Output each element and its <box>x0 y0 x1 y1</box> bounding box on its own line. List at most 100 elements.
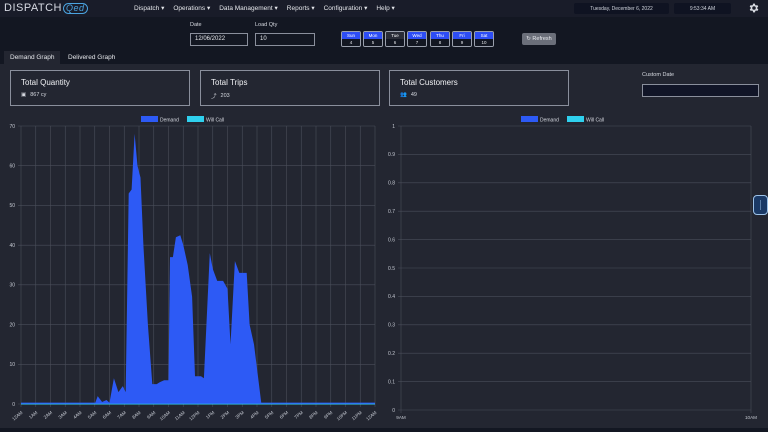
day-number: 4 <box>342 39 360 46</box>
svg-text:5AM: 5AM <box>87 410 98 420</box>
day-number: 7 <box>408 39 426 46</box>
svg-text:4PM: 4PM <box>249 410 260 420</box>
date-label: Date <box>190 22 202 28</box>
day-toggle-tue[interactable]: Tue 6 <box>385 31 405 47</box>
current-date: Tuesday, December 6, 2022 <box>574 3 669 14</box>
day-toggle-mon[interactable]: Mon 5 <box>363 31 383 47</box>
svg-text:12PM: 12PM <box>188 410 201 422</box>
menu-data-management[interactable]: Data Management ▾ <box>219 5 278 12</box>
svg-text:4AM: 4AM <box>72 410 83 420</box>
bottom-edge <box>0 428 768 432</box>
tab-delivered-graph[interactable]: Delivered Graph <box>68 54 116 61</box>
card-value: 49 <box>410 92 417 98</box>
tab-demand-graph[interactable]: Demand Graph <box>4 51 61 64</box>
total-customers-card: Total Customers 👥 49 <box>389 70 569 106</box>
menu-configuration[interactable]: Configuration ▾ <box>323 5 368 12</box>
users-icon: 👥 <box>400 92 407 98</box>
grip-icon <box>759 200 762 210</box>
svg-text:0: 0 <box>392 408 395 414</box>
svg-text:3PM: 3PM <box>234 410 245 420</box>
svg-text:50: 50 <box>9 203 15 209</box>
svg-text:7PM: 7PM <box>293 410 304 420</box>
logo-mark: Qed <box>63 2 88 14</box>
svg-text:1AM: 1AM <box>28 410 39 420</box>
svg-text:60: 60 <box>9 164 15 170</box>
logo-text: DISPATCH <box>4 2 62 14</box>
total-trips-card: Total Trips ⤴ 203 <box>200 70 380 106</box>
svg-text:40: 40 <box>9 243 15 249</box>
route-icon: ⤴ <box>211 94 217 100</box>
svg-text:7AM: 7AM <box>116 410 127 420</box>
refresh-button[interactable]: ↻ Refresh <box>522 33 556 45</box>
svg-text:2PM: 2PM <box>220 410 231 420</box>
day-number: 6 <box>386 39 404 46</box>
menu-reports[interactable]: Reports ▾ <box>286 5 315 12</box>
svg-text:10: 10 <box>9 362 15 368</box>
svg-text:20: 20 <box>9 322 15 328</box>
day-number: 10 <box>475 39 493 46</box>
app-logo[interactable]: DISPATCH Qed <box>4 2 88 14</box>
svg-text:0.5: 0.5 <box>388 266 395 272</box>
svg-text:0.9: 0.9 <box>388 152 395 158</box>
total-quantity-card: Total Quantity ▣ 867 cy <box>10 70 190 106</box>
gear-icon[interactable] <box>748 2 760 14</box>
custom-date-input[interactable] <box>642 84 759 97</box>
card-value: 203 <box>220 93 230 99</box>
card-title: Total Customers <box>400 78 458 87</box>
day-toggle-wed[interactable]: Wed 7 <box>407 31 427 47</box>
day-name: Sat <box>475 32 493 39</box>
day-toggle-fri[interactable]: Fri 9 <box>452 31 472 47</box>
menu-operations[interactable]: Operations ▾ <box>173 5 211 12</box>
svg-text:10PM: 10PM <box>336 410 349 422</box>
day-number: 8 <box>431 39 449 46</box>
svg-text:1: 1 <box>392 124 395 130</box>
svg-text:12AM: 12AM <box>365 410 378 422</box>
menu-dispatch[interactable]: Dispatch ▾ <box>134 5 165 12</box>
menu-help[interactable]: Help ▾ <box>376 5 395 12</box>
svg-text:9AM: 9AM <box>146 410 157 420</box>
day-name: Sun <box>342 32 360 39</box>
load-qty-label: Load Qty <box>255 22 278 28</box>
svg-text:0.1: 0.1 <box>388 379 395 385</box>
graph-tabs <box>0 50 768 64</box>
main-menu: Dispatch ▾ Operations ▾ Data Management … <box>134 4 395 12</box>
svg-text:12AM: 12AM <box>11 410 24 422</box>
svg-text:9PM: 9PM <box>323 410 334 420</box>
day-number: 9 <box>453 39 471 46</box>
empty-area-chart: Demand Will Call 9AM 10AM 0 0.1 0.2 0.3 0.4 0.5 0.… <box>388 116 757 420</box>
load-qty-input[interactable]: 10 <box>255 33 315 46</box>
controls-bar <box>0 18 768 50</box>
svg-text:30: 30 <box>9 283 15 289</box>
svg-text:0.7: 0.7 <box>388 209 395 215</box>
demand-area-chart: Demand Will Call 12AM 1AM 2AM 3AM 4AM 5AM 6AM 7AM… <box>9 116 378 422</box>
svg-text:0.6: 0.6 <box>388 237 395 243</box>
day-toggle-sun[interactable]: Sun 4 <box>341 31 361 47</box>
day-name: Fri <box>453 32 471 39</box>
svg-text:6AM: 6AM <box>102 410 113 420</box>
svg-text:10AM: 10AM <box>159 410 172 422</box>
day-toggle-sat[interactable]: Sat 10 <box>474 31 494 47</box>
svg-text:Will Call: Will Call <box>206 117 224 123</box>
svg-text:Will Call: Will Call <box>586 117 604 123</box>
drag-handle[interactable] <box>753 195 768 215</box>
chart-legend: Demand Will Call <box>141 116 224 123</box>
svg-text:5PM: 5PM <box>264 410 275 420</box>
day-name: Tue <box>386 32 404 39</box>
card-title: Total Trips <box>211 78 248 87</box>
svg-text:0.4: 0.4 <box>388 294 395 300</box>
svg-text:8AM: 8AM <box>131 410 142 420</box>
svg-text:Demand: Demand <box>160 117 179 123</box>
day-toggle-thu[interactable]: Thu 8 <box>430 31 450 47</box>
svg-text:11AM: 11AM <box>174 410 186 421</box>
current-time: 9:53:34 AM <box>674 3 731 14</box>
svg-text:3AM: 3AM <box>57 410 68 420</box>
top-nav-bar: DISPATCH Qed Dispatch ▾ Operations ▾ Dat… <box>0 0 768 17</box>
card-title: Total Quantity <box>21 78 70 87</box>
custom-date-label: Custom Date <box>642 72 675 78</box>
date-input[interactable]: 12/06/2022 <box>190 33 248 46</box>
day-name: Thu <box>431 32 449 39</box>
svg-text:10AM: 10AM <box>745 415 757 420</box>
svg-text:0.3: 0.3 <box>388 323 395 329</box>
svg-text:9AM: 9AM <box>396 415 406 420</box>
card-value: 867 cy <box>30 92 47 98</box>
